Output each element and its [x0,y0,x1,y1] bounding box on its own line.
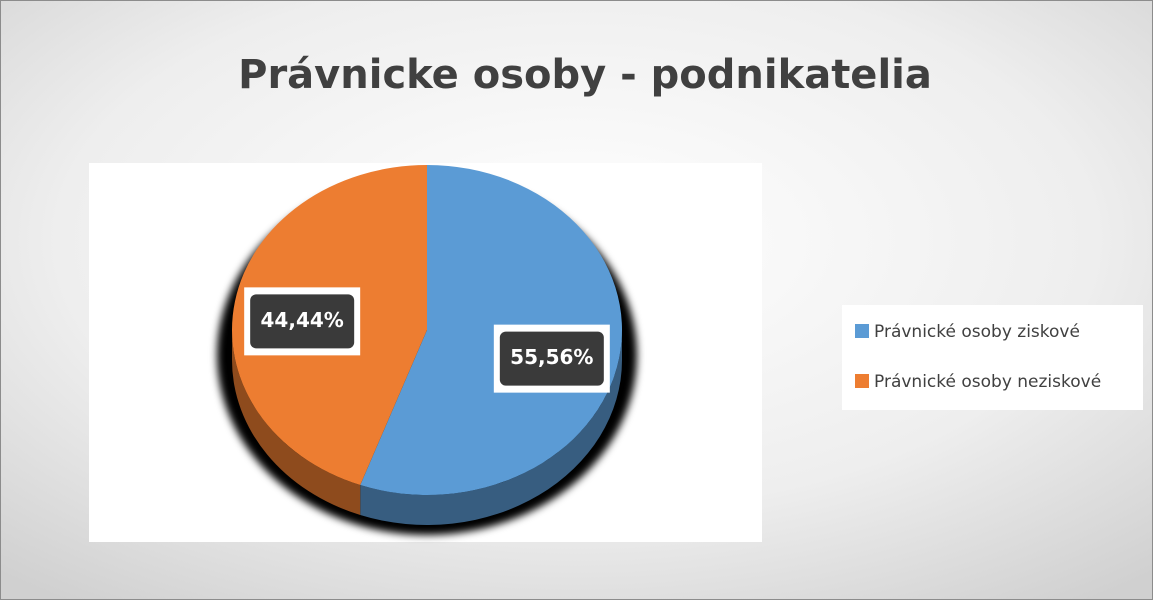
legend [842,305,1143,410]
legend-swatch [855,374,869,388]
slice-side [231,330,361,516]
legend-label: Právnické osoby ziskové [874,322,1080,342]
data-label: 55,56% [510,345,593,369]
data-label-bg [499,331,604,386]
legend-swatch [855,324,869,338]
data-label: 44,44% [261,308,344,332]
data-label-bg [250,294,355,349]
slice-side [360,330,622,525]
legend-label: Právnické osoby neziskové [874,372,1101,392]
pie-slice [360,165,623,495]
chart-title: Právnicke osoby - podnikatelia [238,52,932,98]
